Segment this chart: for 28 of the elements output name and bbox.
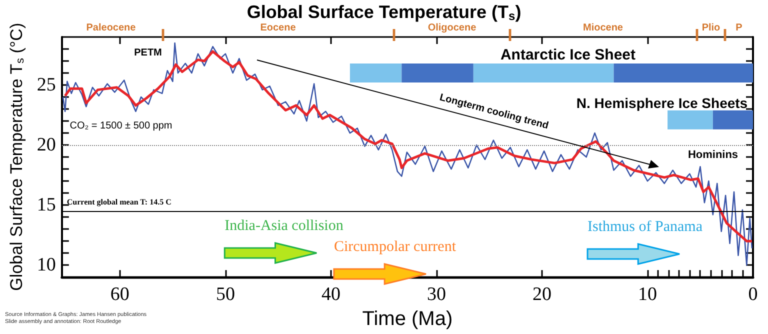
- text: Eocene: [260, 22, 296, 34]
- text: P: [736, 22, 743, 34]
- x-tick-label: 50: [216, 284, 235, 306]
- text: Paleocene: [86, 22, 136, 34]
- x-tick-label: 10: [638, 284, 657, 306]
- annotation: Hominins: [688, 149, 738, 161]
- ref-line-label: Current global mean T: 14.5 C: [66, 198, 172, 207]
- annotation: Isthmus of Panama: [588, 219, 703, 235]
- y-tick-label: 15: [36, 194, 56, 216]
- annotation: PETM: [134, 48, 162, 58]
- annotation: CO₂ = 1500 ± 500 ppm: [70, 120, 172, 132]
- x-tick-label: 40: [321, 284, 340, 306]
- x-tick-label: 30: [426, 284, 446, 306]
- y-tick-label: 25: [36, 74, 56, 96]
- x-tick-label: 20: [532, 284, 552, 306]
- x-tick-label: 0: [748, 284, 758, 306]
- y-tick-label: 20: [36, 134, 56, 156]
- x-axis-title: Time (Ma): [362, 308, 453, 330]
- annotation: India-Asia collision: [224, 218, 344, 234]
- annotation: Circumpolar current: [334, 239, 457, 255]
- text: Oligocene: [428, 22, 477, 34]
- y-tick-label: 10: [36, 254, 56, 276]
- annotation: N. Hemisphere Ice Sheets: [576, 95, 748, 111]
- text: Miocene: [582, 22, 624, 34]
- text: Plio: [702, 22, 720, 34]
- x-tick-label: 60: [110, 284, 130, 306]
- y-axis-title: Global Surface Temperature Ts (°C): [7, 22, 26, 291]
- annotation: Antarctic Ice Sheet: [500, 46, 636, 64]
